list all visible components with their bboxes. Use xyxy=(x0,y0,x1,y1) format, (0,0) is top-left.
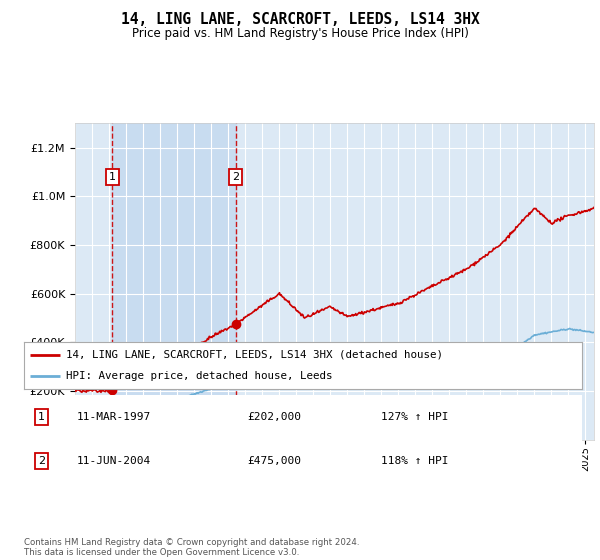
Text: 1: 1 xyxy=(38,412,45,422)
Text: HPI: Average price, detached house, Leeds: HPI: Average price, detached house, Leed… xyxy=(66,371,332,381)
Text: Contains HM Land Registry data © Crown copyright and database right 2024.
This d: Contains HM Land Registry data © Crown c… xyxy=(24,538,359,557)
Text: 11-JUN-2004: 11-JUN-2004 xyxy=(77,456,151,466)
Text: 14, LING LANE, SCARCROFT, LEEDS, LS14 3HX (detached house): 14, LING LANE, SCARCROFT, LEEDS, LS14 3H… xyxy=(66,350,443,360)
Text: 118% ↑ HPI: 118% ↑ HPI xyxy=(381,456,449,466)
Bar xyxy=(112,123,236,440)
Text: 14, LING LANE, SCARCROFT, LEEDS, LS14 3HX: 14, LING LANE, SCARCROFT, LEEDS, LS14 3H… xyxy=(121,12,479,27)
Text: £202,000: £202,000 xyxy=(247,412,301,422)
Text: Price paid vs. HM Land Registry's House Price Index (HPI): Price paid vs. HM Land Registry's House … xyxy=(131,27,469,40)
Text: 127% ↑ HPI: 127% ↑ HPI xyxy=(381,412,449,422)
Text: 2: 2 xyxy=(38,456,45,466)
Text: £475,000: £475,000 xyxy=(247,456,301,466)
Text: 2: 2 xyxy=(232,172,239,182)
Text: 11-MAR-1997: 11-MAR-1997 xyxy=(77,412,151,422)
Text: 1: 1 xyxy=(109,172,116,182)
